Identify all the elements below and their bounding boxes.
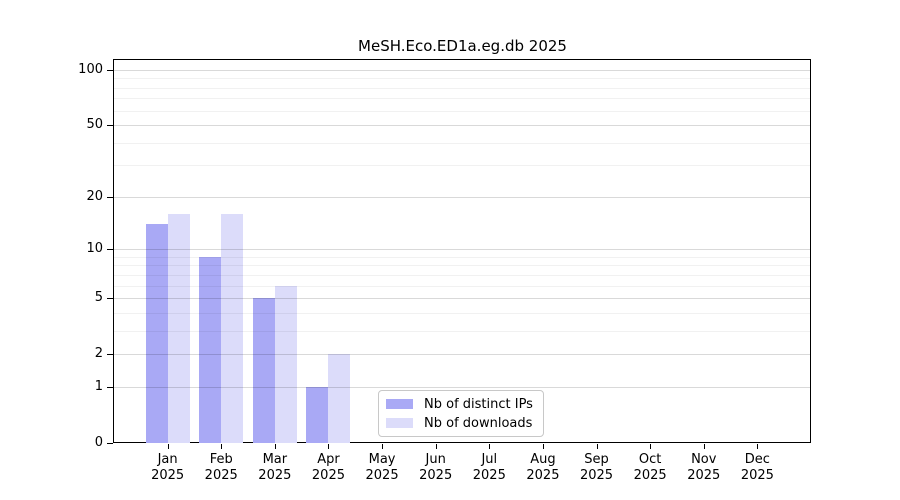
legend-label: Nb of distinct IPs <box>424 396 533 412</box>
x-axis-tick <box>167 444 169 449</box>
legend-label: Nb of downloads <box>424 415 533 431</box>
x-axis-tick-label: Feb 2025 <box>191 452 251 484</box>
x-axis-tick <box>489 444 491 449</box>
x-axis-tick <box>221 444 223 449</box>
y-axis-tick <box>107 443 113 444</box>
bar-nb-of-distinct-ips-apr <box>306 386 329 443</box>
y-axis-tick-label: 100 <box>78 62 103 77</box>
legend-row: Nb of downloads <box>386 416 536 431</box>
y-axis-tick-label: 2 <box>94 346 103 362</box>
minor-gridline <box>114 265 811 267</box>
x-axis-tick-label: Mar 2025 <box>245 452 305 484</box>
x-axis-tick-label: Jun 2025 <box>406 452 466 484</box>
bar-nb-of-distinct-ips-feb <box>199 256 222 443</box>
major-gridline <box>114 354 811 356</box>
minor-gridline <box>114 98 811 100</box>
bar-nb-of-downloads-jan <box>167 214 190 443</box>
x-axis-year-label: 2025 <box>740 468 774 483</box>
x-axis-tick <box>542 444 544 449</box>
y-axis-tick-label: 1 <box>94 378 103 394</box>
x-axis-year-label: 2025 <box>311 468 345 483</box>
x-axis-year-label: 2025 <box>204 468 238 483</box>
y-axis-tick <box>107 249 113 251</box>
x-axis-year-label: 2025 <box>579 468 614 483</box>
x-axis-tick <box>274 444 276 449</box>
minor-gridline <box>114 110 811 112</box>
y-axis-tick <box>107 125 113 127</box>
x-axis-year-label: 2025 <box>633 468 667 483</box>
minor-gridline <box>114 285 811 287</box>
y-axis-tick-label: 0 <box>94 435 103 450</box>
x-axis-tick-label: Sep 2025 <box>567 452 627 484</box>
x-axis-year-label: 2025 <box>151 468 185 483</box>
major-gridline <box>114 125 811 127</box>
y-axis-tick <box>107 70 113 71</box>
major-gridline <box>114 386 811 388</box>
x-axis-year-label: 2025 <box>472 468 506 483</box>
x-axis-tick-label: Jul 2025 <box>459 452 519 484</box>
x-axis-tick <box>382 444 384 449</box>
y-axis-tick <box>107 298 113 300</box>
bar-nb-of-distinct-ips-jan <box>145 224 168 443</box>
minor-gridline <box>114 78 811 80</box>
major-gridline <box>114 70 811 71</box>
x-axis-tick-label: May 2025 <box>352 452 412 484</box>
legend-swatch-icon <box>386 399 413 409</box>
y-axis-tick <box>107 354 113 356</box>
x-axis-year-label: 2025 <box>258 468 292 483</box>
bar-nb-of-downloads-mar <box>274 285 297 443</box>
bar-nb-of-distinct-ips-mar <box>252 298 275 443</box>
minor-gridline <box>114 142 811 144</box>
minor-gridline <box>114 87 811 89</box>
x-axis-tick <box>435 444 437 449</box>
x-axis-year-label: 2025 <box>526 468 560 483</box>
bar-nb-of-downloads-feb <box>221 214 244 443</box>
x-axis-tick <box>757 444 759 449</box>
minor-gridline <box>114 312 811 314</box>
bar-nb-of-downloads-apr <box>328 354 351 443</box>
x-axis-year-label: 2025 <box>419 468 453 483</box>
minor-gridline <box>114 330 811 332</box>
legend-row: Nb of distinct IPs <box>386 397 536 412</box>
legend-swatch-icon <box>386 418 413 428</box>
x-axis-year-label: 2025 <box>365 468 399 483</box>
x-axis-tick <box>596 444 598 449</box>
x-axis-tick-label: Apr 2025 <box>298 452 358 484</box>
minor-gridline <box>114 256 811 258</box>
y-axis-tick-label: 20 <box>86 188 103 204</box>
x-axis-tick-label: Jan 2025 <box>138 452 198 484</box>
x-axis-tick-label: Aug 2025 <box>513 452 573 484</box>
y-axis-tick-label: 5 <box>94 290 103 306</box>
minor-gridline <box>114 274 811 276</box>
major-gridline <box>114 196 811 198</box>
y-axis-tick-label: 10 <box>86 241 103 257</box>
major-gridline <box>114 298 811 300</box>
x-axis-tick <box>650 444 652 449</box>
x-axis-tick <box>328 444 330 449</box>
y-axis-tick <box>107 386 113 388</box>
x-axis-year-label: 2025 <box>687 468 721 483</box>
x-axis-tick <box>703 444 705 449</box>
y-axis-tick-label: 50 <box>86 117 103 133</box>
x-axis-tick-label: Oct 2025 <box>620 452 680 484</box>
legend: Nb of distinct IPs Nb of downloads <box>378 390 544 437</box>
minor-gridline <box>114 165 811 167</box>
chart-title: MeSH.Eco.ED1a.eg.db 2025 <box>358 37 567 55</box>
x-axis-tick-label: Dec 2025 <box>727 452 787 484</box>
major-gridline <box>114 249 811 251</box>
y-axis-tick <box>107 196 113 198</box>
x-axis-tick-label: Nov 2025 <box>674 452 734 484</box>
